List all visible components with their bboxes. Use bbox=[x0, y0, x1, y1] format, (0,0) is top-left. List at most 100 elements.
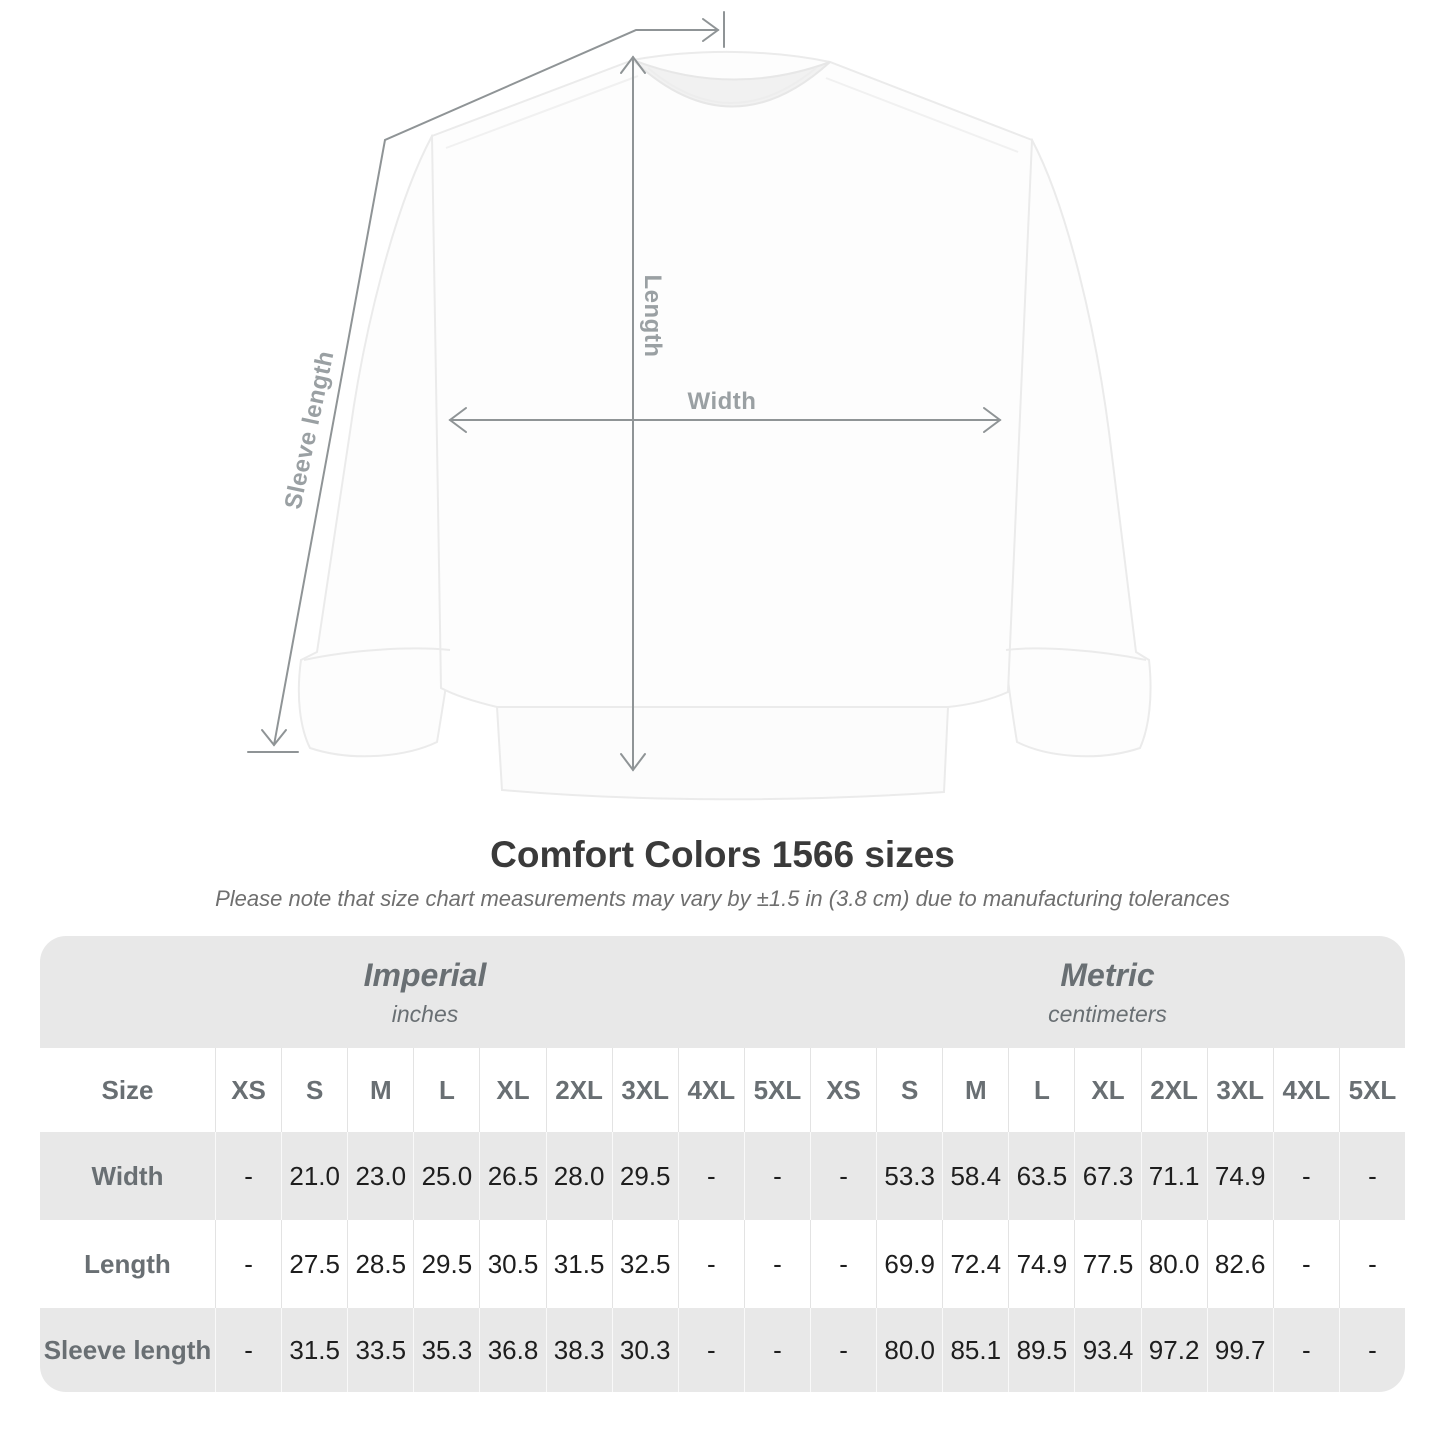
table-row-width: Width - 21.0 23.0 25.0 26.5 28.0 29.5 - … bbox=[40, 1132, 1405, 1220]
cell-value: - bbox=[215, 1132, 281, 1220]
metric-unit: centimeters bbox=[1048, 1000, 1167, 1027]
measurement-diagram: Sleeve length Length Width bbox=[247, 11, 1152, 801]
collar-rib-line bbox=[647, 67, 817, 104]
cell-value: 29.5 bbox=[413, 1220, 479, 1308]
imperial-header: Imperial inches bbox=[40, 936, 810, 1048]
col-header-metric-xl: XL bbox=[1074, 1048, 1140, 1132]
cell-value: 80.0 bbox=[876, 1308, 942, 1392]
collar-opening bbox=[632, 59, 831, 108]
cell-value: 77.5 bbox=[1074, 1220, 1140, 1308]
sweatshirt-body bbox=[430, 50, 1034, 708]
col-header-imperial-4xl: 4XL bbox=[677, 1048, 744, 1132]
cell-value: - bbox=[1272, 1220, 1339, 1308]
size-chart-table: Imperial inches Metric centimeters Size … bbox=[40, 936, 1405, 1392]
cell-value: 74.9 bbox=[1206, 1132, 1273, 1220]
cell-value: 80.0 bbox=[1140, 1220, 1207, 1308]
cell-value: 38.3 bbox=[545, 1308, 612, 1392]
col-header-metric-3xl: 3XL bbox=[1206, 1048, 1273, 1132]
page-title: Comfort Colors 1566 sizes bbox=[490, 834, 955, 875]
imperial-label: Imperial bbox=[363, 956, 487, 993]
col-header-imperial-xs: XS bbox=[215, 1048, 281, 1132]
col-header-imperial-l: L bbox=[413, 1048, 479, 1132]
cell-value: 85.1 bbox=[942, 1308, 1008, 1392]
col-header-metric-xs: XS bbox=[810, 1048, 876, 1132]
cell-value: - bbox=[215, 1308, 281, 1392]
right-shoulder-seam bbox=[825, 77, 1019, 153]
sleeve-length-arrow bbox=[247, 11, 725, 753]
cell-value: - bbox=[1338, 1220, 1405, 1308]
col-header-metric-2xl: 2XL bbox=[1140, 1048, 1207, 1132]
metric-label: Metric bbox=[1060, 956, 1155, 993]
cell-value: - bbox=[1338, 1132, 1405, 1220]
cell-value: 32.5 bbox=[611, 1220, 678, 1308]
cell-value: - bbox=[810, 1308, 876, 1392]
cell-value: - bbox=[677, 1220, 744, 1308]
cell-value: 28.5 bbox=[347, 1220, 413, 1308]
cell-value: 33.5 bbox=[347, 1308, 413, 1392]
imperial-unit: inches bbox=[391, 1000, 459, 1027]
metric-header: Metric centimeters bbox=[810, 936, 1405, 1048]
col-header-imperial-xl: XL bbox=[479, 1048, 545, 1132]
width-label: Width bbox=[687, 388, 757, 415]
col-header-imperial-m: M bbox=[347, 1048, 413, 1132]
cell-value: 89.5 bbox=[1008, 1308, 1074, 1392]
cell-value: 69.9 bbox=[876, 1220, 942, 1308]
cell-value: 31.5 bbox=[281, 1308, 347, 1392]
length-label: Length bbox=[639, 274, 666, 358]
tolerance-note: Please note that size chart measurements… bbox=[215, 886, 1230, 911]
width-arrow bbox=[448, 407, 1002, 433]
row-label: Sleeve length bbox=[43, 1334, 212, 1365]
cell-value: 53.3 bbox=[876, 1132, 942, 1220]
col-header-metric-5xl: 5XL bbox=[1338, 1048, 1405, 1132]
col-header-imperial-2xl: 2XL bbox=[545, 1048, 612, 1132]
page: Sleeve length Length Width Comfort Color… bbox=[40, 11, 1405, 1392]
cell-value: - bbox=[1338, 1308, 1405, 1392]
col-header-metric-l: L bbox=[1008, 1048, 1074, 1132]
cell-value: 74.9 bbox=[1008, 1220, 1074, 1308]
cell-value: 97.2 bbox=[1140, 1308, 1207, 1392]
col-header-metric-m: M bbox=[942, 1048, 1008, 1132]
row-label: Width bbox=[91, 1160, 164, 1191]
cell-value: - bbox=[743, 1308, 810, 1392]
col-header-imperial-3xl: 3XL bbox=[611, 1048, 678, 1132]
cell-value: 58.4 bbox=[942, 1132, 1008, 1220]
cell-value: - bbox=[810, 1220, 876, 1308]
cell-value: 30.5 bbox=[479, 1220, 545, 1308]
col-header-metric-4xl: 4XL bbox=[1272, 1048, 1339, 1132]
cell-value: 27.5 bbox=[281, 1220, 347, 1308]
cell-value: 29.5 bbox=[611, 1132, 678, 1220]
size-col-header: Size bbox=[101, 1074, 154, 1105]
left-cuff-line bbox=[303, 647, 451, 661]
sweatshirt-diagram-svg bbox=[247, 11, 1152, 801]
cell-value: - bbox=[743, 1220, 810, 1308]
cell-value: 72.4 bbox=[942, 1220, 1008, 1308]
cell-value: 28.0 bbox=[545, 1132, 612, 1220]
cell-value: - bbox=[215, 1220, 281, 1308]
unit-header-row: Imperial inches Metric centimeters bbox=[40, 936, 1405, 1048]
cell-value: 21.0 bbox=[281, 1132, 347, 1220]
col-header-metric-s: S bbox=[876, 1048, 942, 1132]
cell-value: 36.8 bbox=[479, 1308, 545, 1392]
row-label: Length bbox=[84, 1248, 171, 1279]
cell-value: - bbox=[1272, 1132, 1339, 1220]
length-arrow bbox=[620, 55, 646, 772]
cell-value: - bbox=[743, 1132, 810, 1220]
cell-value: - bbox=[677, 1132, 744, 1220]
cell-value: - bbox=[810, 1132, 876, 1220]
cell-value: 31.5 bbox=[545, 1220, 612, 1308]
cell-value: 63.5 bbox=[1008, 1132, 1074, 1220]
sweatshirt-graphic bbox=[297, 50, 1152, 801]
cell-value: 93.4 bbox=[1074, 1308, 1140, 1392]
cell-value: 82.6 bbox=[1206, 1220, 1273, 1308]
table-row-sleeve-length: Sleeve length - 31.5 33.5 35.3 36.8 38.3… bbox=[40, 1308, 1405, 1392]
hem-band bbox=[495, 706, 950, 801]
cell-value: - bbox=[677, 1308, 744, 1392]
cell-value: 67.3 bbox=[1074, 1132, 1140, 1220]
cell-value: 99.7 bbox=[1206, 1308, 1273, 1392]
col-header-imperial-s: S bbox=[281, 1048, 347, 1132]
cell-value: 23.0 bbox=[347, 1132, 413, 1220]
cell-value: 35.3 bbox=[413, 1308, 479, 1392]
cell-value: 71.1 bbox=[1140, 1132, 1207, 1220]
col-header-imperial-5xl: 5XL bbox=[743, 1048, 810, 1132]
right-cuff-line bbox=[1005, 647, 1147, 661]
